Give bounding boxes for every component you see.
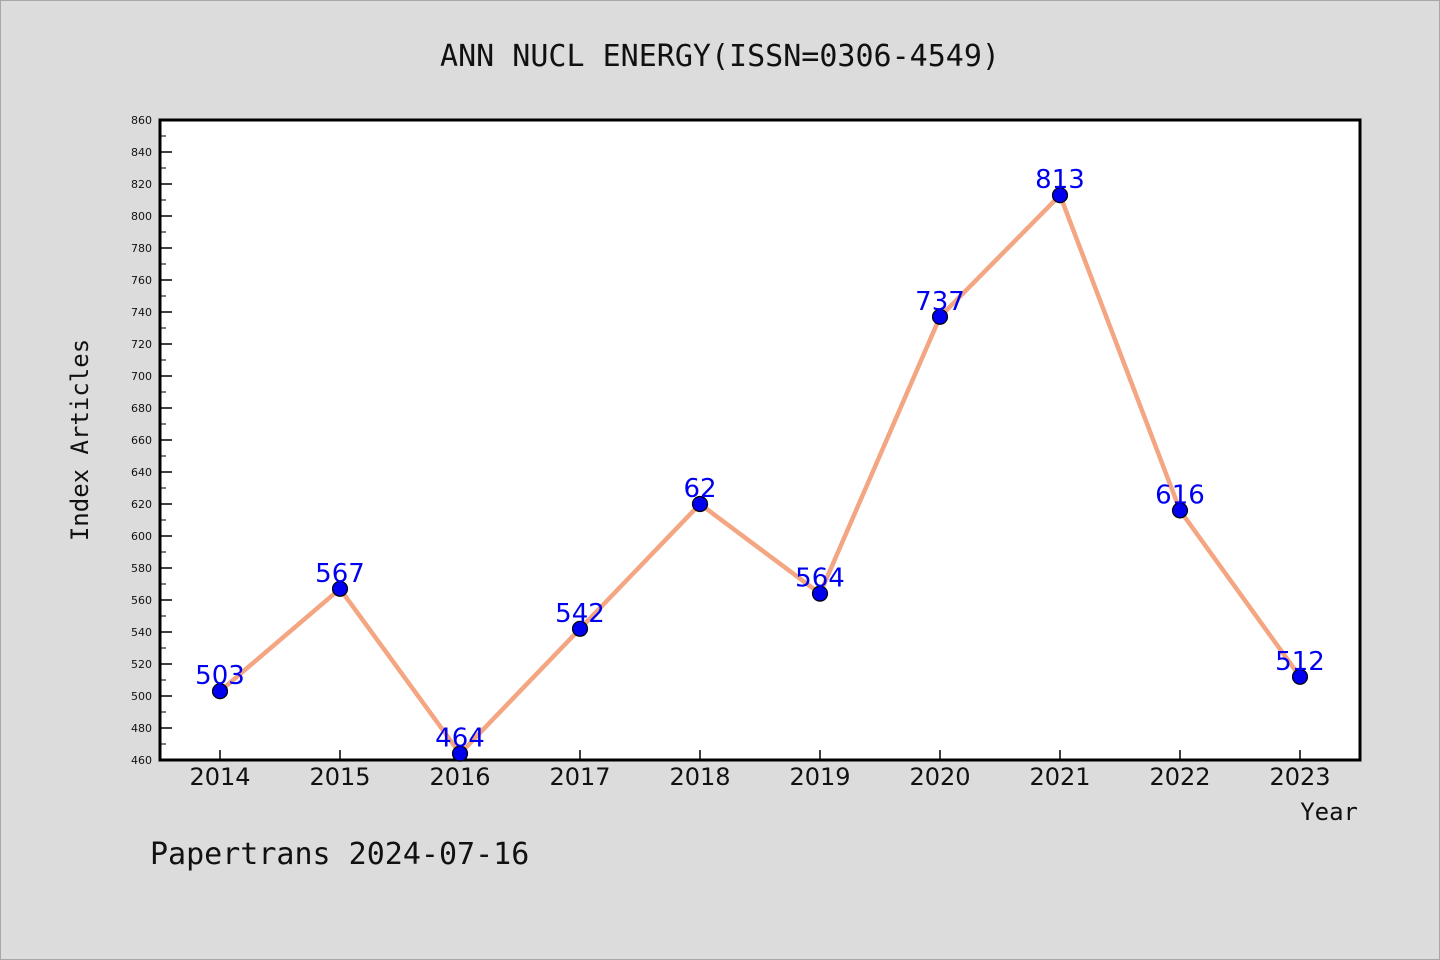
data-label: 813 [1035,165,1085,195]
y-tick-label: 840 [131,146,152,159]
y-tick-label: 540 [131,626,152,639]
y-tick-label: 800 [131,210,152,223]
x-tick-label: 2019 [789,763,850,791]
data-point [1291,668,1309,685]
x-tick-label: 2022 [1149,763,1210,791]
data-label: 512 [1275,647,1325,677]
x-tick-label: 2018 [669,763,730,791]
x-tick-label: 2015 [309,763,370,791]
x-tick-label: 2017 [549,763,610,791]
y-tick-label: 560 [131,594,152,607]
y-tick-label: 600 [131,530,152,543]
y-axis-ticks: 460 480 500 520 540 560 580 600 620 640 660 680 700 7… [131,114,172,767]
data-point [571,620,589,637]
y-tick-label: 860 [131,114,152,127]
x-tick-label: 2014 [189,763,250,791]
data-point [331,580,349,597]
y-tick-label: 520 [131,658,152,671]
series-line [218,192,1302,756]
series-group [211,187,1309,762]
data-labels-group: 503 567 464 542 62 564 737 813 616 512 [195,165,1325,753]
y-tick-label: 660 [131,434,152,447]
data-point [1171,502,1189,519]
y-tick-label: 720 [131,338,152,351]
y-tick-label: 760 [131,274,152,287]
x-tick-label: 2023 [1269,763,1330,791]
data-point [451,745,469,762]
y-tick-label: 740 [131,306,152,319]
y-tick-label: 640 [131,466,152,479]
data-point [931,308,949,325]
y-tick-label: 680 [131,402,152,415]
chart-title: ANN NUCL ENERGY(ISSN=0306-4549) [440,39,1000,74]
data-label: 564 [795,564,845,594]
data-label: 464 [435,724,485,754]
x-tick-label: 2016 [429,763,490,791]
data-point [211,683,229,700]
y-tick-label: 620 [131,498,152,511]
y-tick-label: 480 [131,722,152,735]
data-label: 567 [315,559,365,589]
data-label: 737 [915,287,965,317]
x-tick-label: 2021 [1029,763,1090,791]
footer-source-date: Papertrans 2024-07-16 [150,837,529,872]
y-tick-label: 820 [131,178,152,191]
x-axis-ticks: 2014 2015 2016 2017 2018 2019 2020 2021 2022 2023 [189,750,1331,791]
y-tick-label: 700 [131,370,152,383]
x-axis-label: Year [1300,798,1358,826]
data-point [691,495,709,513]
x-tick-label: 2020 [909,763,970,791]
y-tick-label: 780 [131,242,152,255]
data-label: 616 [1155,480,1205,510]
data-point [811,585,829,602]
data-label: 542 [555,599,605,629]
plot-area [158,118,1362,762]
data-label: 62 [683,474,716,504]
y-axis-label: Index Articles [66,339,94,541]
y-tick-label: 580 [131,562,152,575]
y-tick-label: 500 [131,690,152,703]
data-point [1051,187,1069,204]
y-tick-label: 460 [131,754,152,767]
data-label: 503 [195,661,245,691]
